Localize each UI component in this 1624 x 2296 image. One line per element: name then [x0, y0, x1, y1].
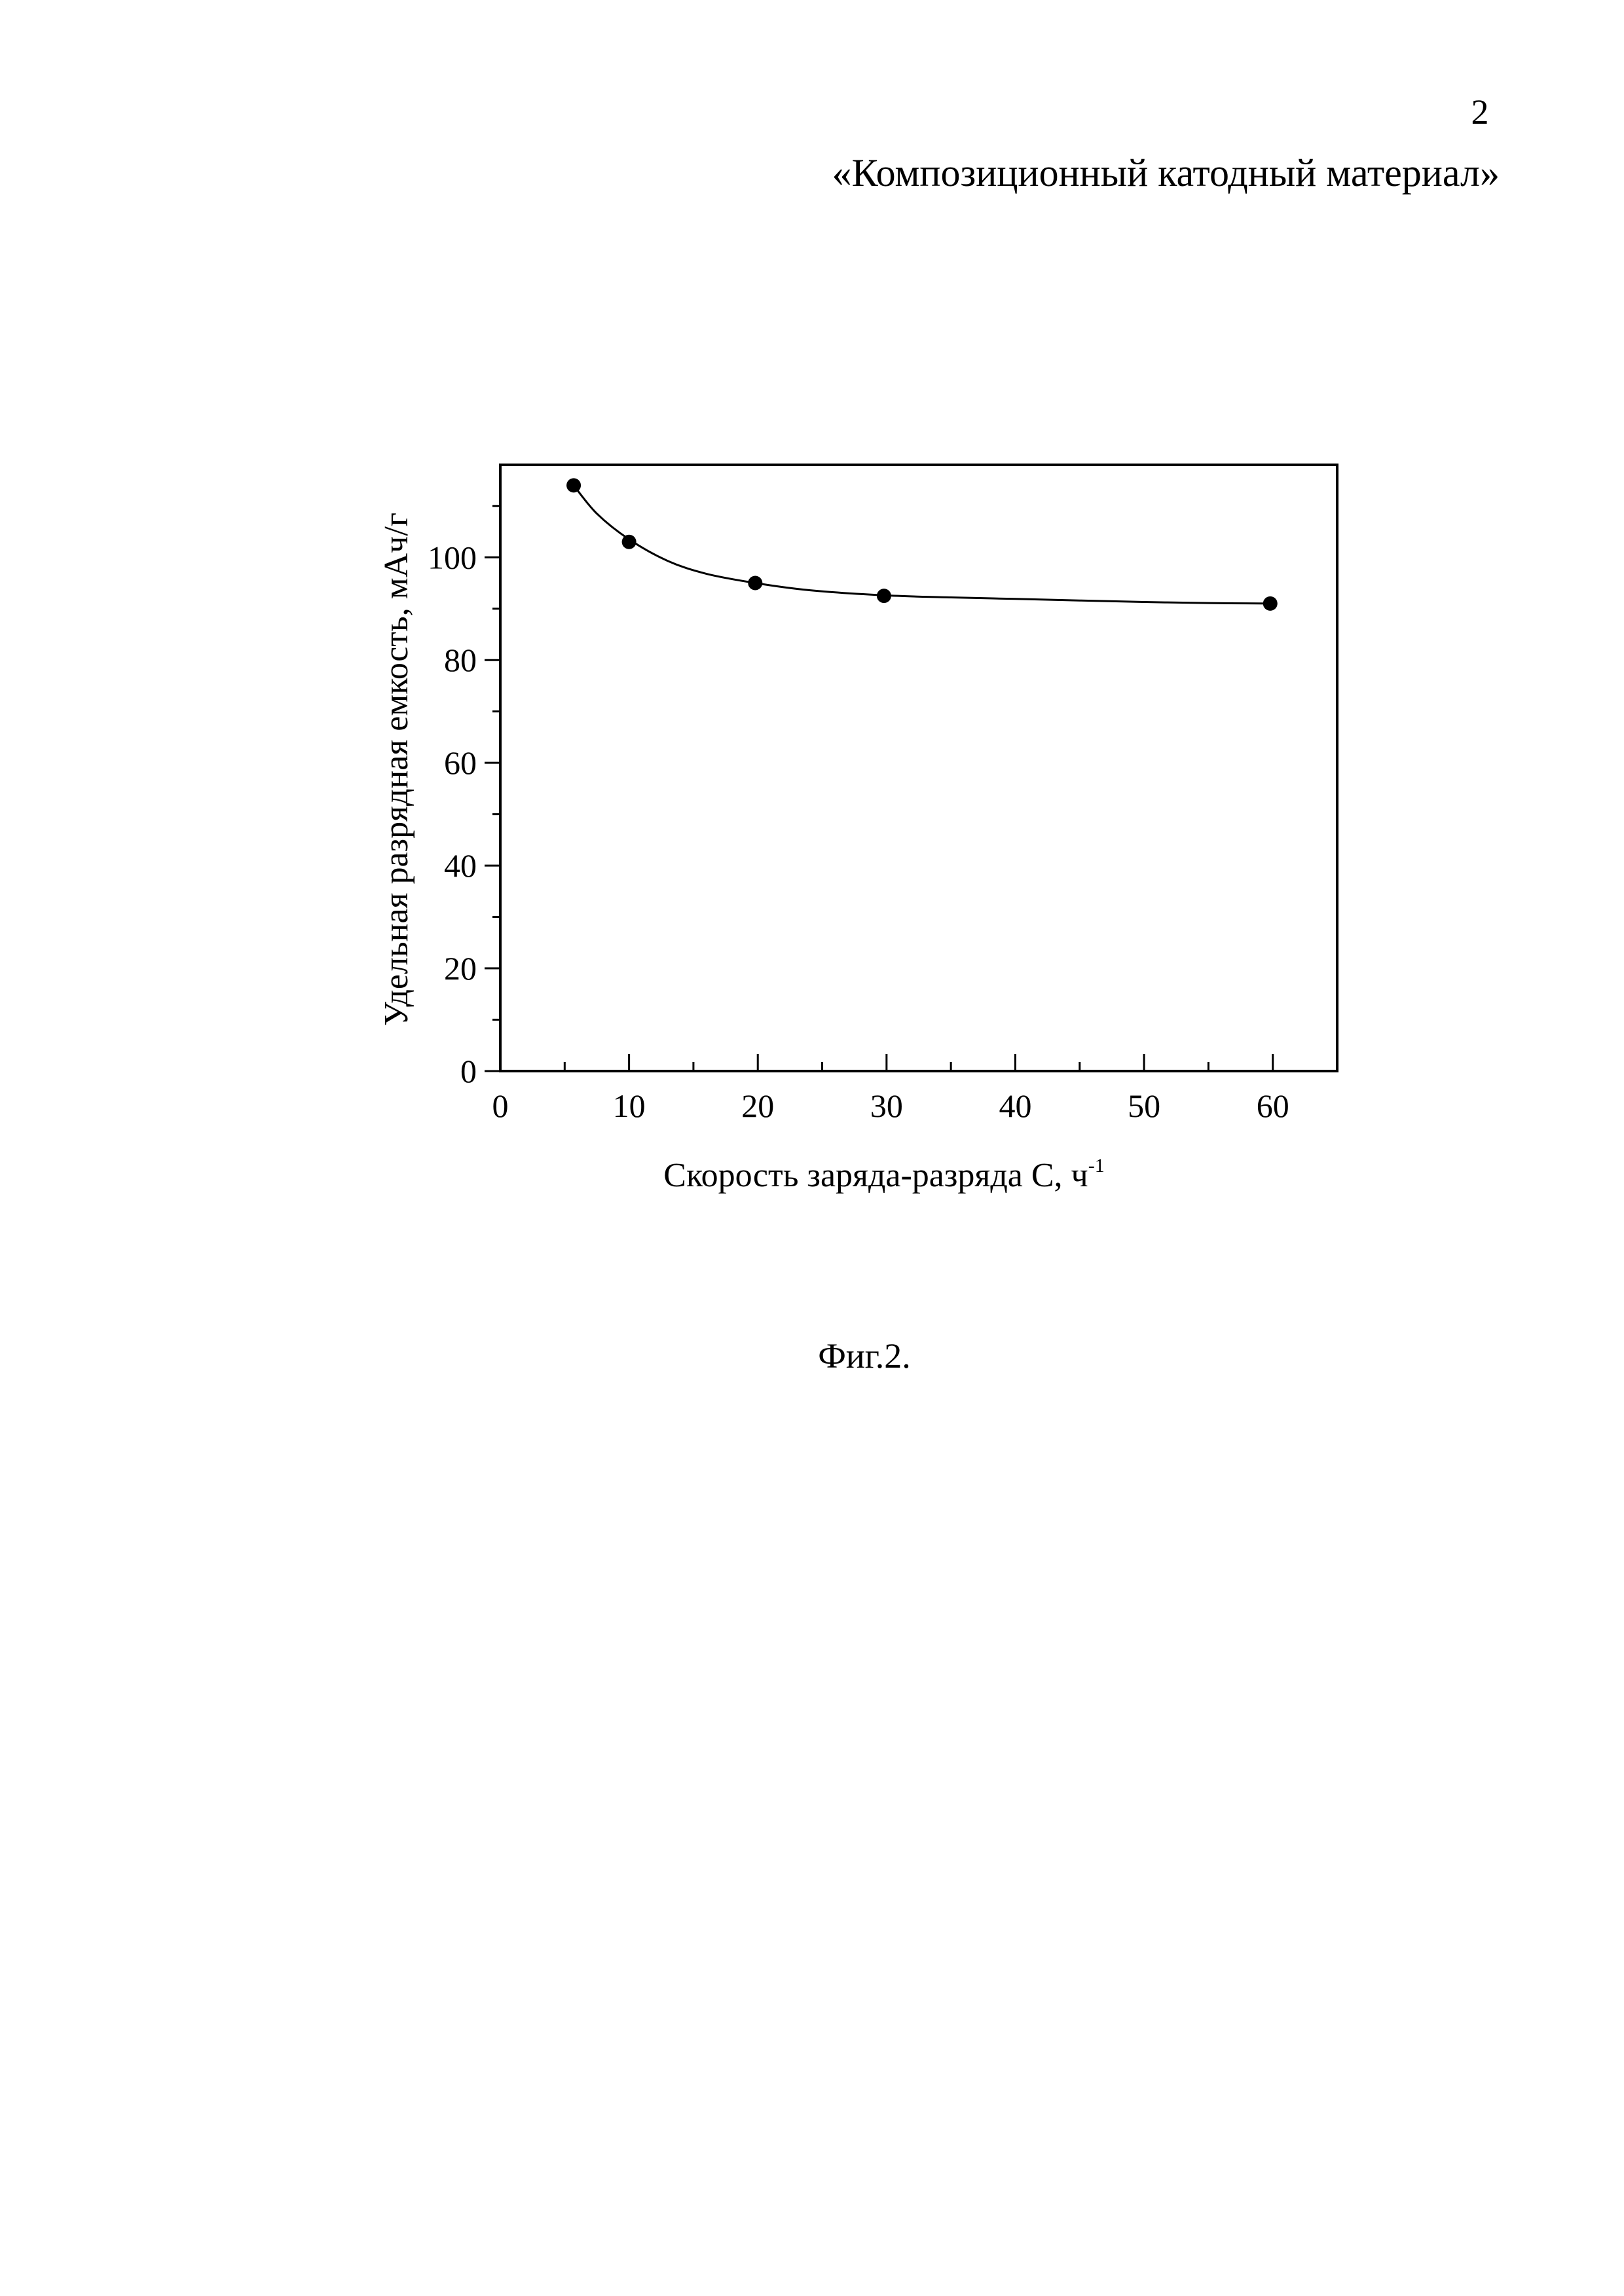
y-tick-label: 80 — [444, 642, 477, 678]
x-axis-ticks: 0 10 20 30 40 50 60 — [492, 1054, 1338, 1124]
y-tick-label: 0 — [460, 1053, 477, 1089]
plot-frame — [500, 465, 1337, 1071]
x-tick-label: 40 — [999, 1087, 1031, 1124]
data-point — [566, 478, 581, 492]
x-tick-label: 60 — [1257, 1087, 1289, 1124]
x-tick-label: 30 — [870, 1087, 903, 1124]
x-axis-label: Скорость заряда-разряда С, ч-1 — [663, 1155, 1104, 1194]
data-point — [622, 535, 637, 549]
y-axis-ticks: 0 20 40 60 80 100 — [428, 506, 500, 1089]
discharge-capacity-chart: 0 10 20 30 40 50 60 0 20 40 60 80 100 Скорость заря… — [0, 0, 1624, 1309]
data-points — [566, 478, 1278, 610]
data-point — [877, 589, 891, 603]
y-tick-label: 40 — [444, 847, 477, 884]
figure-caption: Фиг.2. — [786, 1336, 943, 1376]
y-tick-label: 60 — [444, 744, 477, 781]
x-tick-label: 20 — [741, 1087, 774, 1124]
x-tick-label: 50 — [1128, 1087, 1160, 1124]
y-tick-label: 100 — [428, 539, 477, 575]
y-axis-label: Удельная разрядная емкость, мАч/г — [378, 513, 415, 1026]
x-axis-label-superscript: -1 — [1088, 1155, 1105, 1176]
y-tick-label: 20 — [444, 950, 477, 987]
x-tick-label: 0 — [492, 1087, 509, 1124]
data-point — [1263, 596, 1278, 611]
x-tick-label: 10 — [613, 1087, 646, 1124]
data-point — [748, 575, 762, 590]
fit-curve — [574, 485, 1270, 604]
